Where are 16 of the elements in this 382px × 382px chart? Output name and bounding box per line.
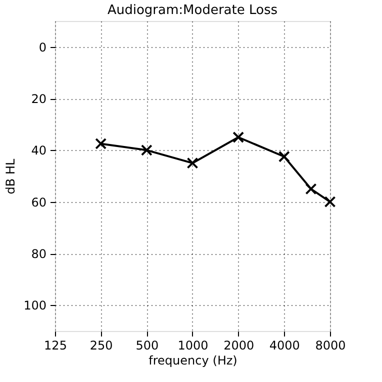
y-tick-label: 60 [31, 195, 46, 210]
x-tick-label: 125 [44, 338, 67, 352]
y-tick-label: 20 [31, 92, 46, 106]
y-axis-title: dB HL [4, 158, 18, 194]
x-tick-label: 8000 [315, 338, 346, 352]
x-axis-title: frequency (Hz) [148, 354, 238, 368]
y-tick-label: 0 [38, 40, 46, 54]
x-tick-label: 4000 [269, 338, 300, 352]
y-tick-label: 40 [31, 144, 46, 158]
y-tick-label: 80 [31, 247, 46, 261]
x-tick-label: 2000 [224, 338, 254, 352]
x-tick-label: 500 [136, 338, 159, 352]
y-tick-label: 100 [24, 298, 46, 313]
x-tick-label: 1000 [178, 338, 208, 352]
chart-title: Audiogram:Moderate Loss [107, 3, 278, 18]
x-tick-label: 250 [90, 338, 113, 352]
